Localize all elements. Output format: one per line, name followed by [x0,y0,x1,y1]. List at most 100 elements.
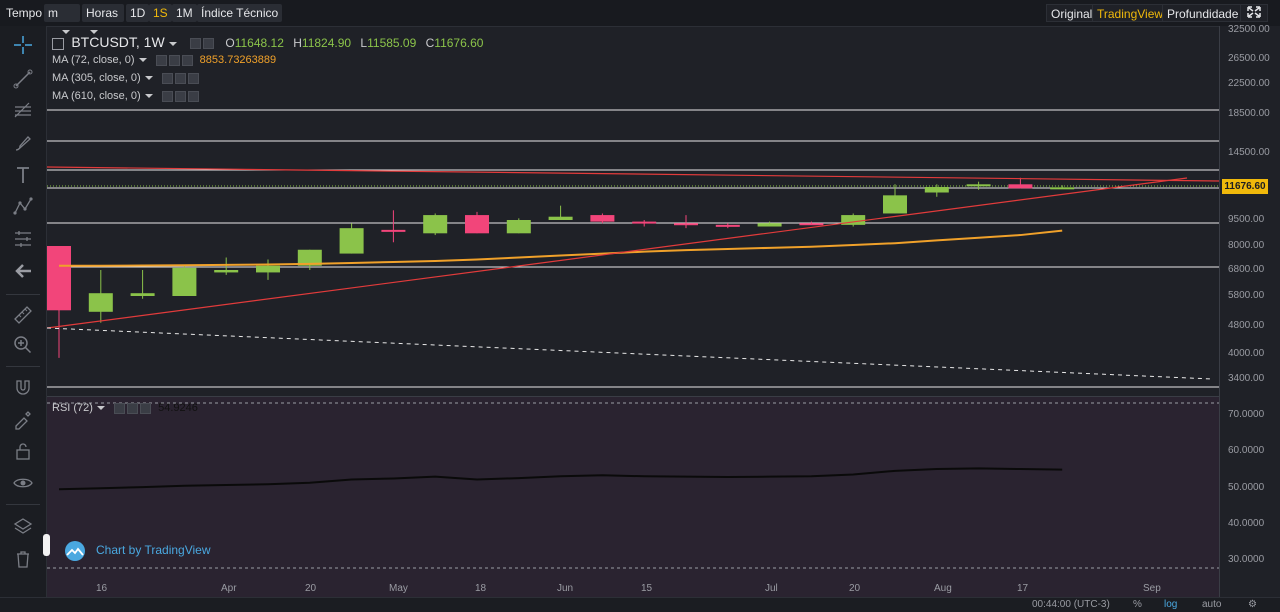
eye-toggle-icon[interactable] [161,90,173,102]
rsi-tick-label: 50.0000 [1228,481,1265,493]
price-tick-label: 22500.00 [1228,78,1270,89]
price-tick-label: 4800.00 [1228,320,1265,331]
auto-toggle[interactable]: auto [1202,599,1222,610]
candle-body [214,270,239,273]
chevron-down-icon[interactable] [144,94,153,99]
chevron-down-icon[interactable] [144,76,153,81]
time-tick-label: Sep [1143,583,1161,594]
gear-icon[interactable]: ⚙ [1248,599,1257,610]
eye-toggle-icon[interactable] [155,54,167,66]
lock-drawing-icon[interactable] [12,408,34,430]
trend-line-icon[interactable] [12,68,34,90]
close-icon[interactable] [181,54,193,66]
branding-text: Chart by TradingView [96,543,211,558]
collapse-icon[interactable] [52,37,64,50]
pattern-tool-icon[interactable] [12,196,34,218]
interval-1d-button[interactable]: 1D [126,4,150,22]
magnet-icon[interactable] [12,376,34,398]
view-original-button[interactable]: Original [1046,4,1098,22]
price-tick-label: 5800.00 [1228,290,1265,301]
time-tick-label: May [389,583,408,594]
candle-body [381,229,406,232]
time-tick-label: 17 [1017,583,1029,594]
close-label: C [425,36,435,50]
close-icon[interactable] [187,90,199,102]
eye-icon[interactable] [12,472,34,494]
candle-body [966,184,991,187]
ma3-label[interactable]: MA (610, close, 0) [52,90,141,102]
price-tick-label: 14500.00 [1228,147,1270,158]
price-chart[interactable] [47,26,1219,597]
price-tick-label: 9500.00 [1228,214,1265,225]
pane-divider[interactable] [47,396,1219,397]
price-axis[interactable]: 32500.00 26500.00 22500.00 18500.00 14500.00… [1219,24,1280,597]
price-tick-label: 8000.00 [1228,240,1265,251]
percent-toggle[interactable]: % [1133,599,1142,610]
candle-body [423,215,448,234]
price-tick-label: 18500.00 [1228,108,1270,119]
chevron-down-icon[interactable] [168,41,177,46]
price-tick-label: 32500.00 [1228,24,1270,35]
candle-body [172,267,197,296]
symbol-label[interactable]: BTCUSDT, 1W [71,34,165,50]
hours-interval-select[interactable]: Horas [82,4,124,34]
candle-body [1008,184,1033,189]
scroll-handle[interactable] [43,534,50,556]
ruler-icon[interactable] [12,304,34,326]
time-tick-label: Aug [934,583,952,594]
log-toggle[interactable]: log [1164,599,1178,610]
ma2-label[interactable]: MA (305, close, 0) [52,72,141,84]
tempo-label: Tempo [6,6,43,20]
minute-interval-select[interactable]: m [44,4,80,34]
chevron-down-icon[interactable] [96,406,105,411]
settings-icon[interactable] [203,38,215,50]
fib-tool-icon[interactable] [12,100,34,122]
toolbar-divider [6,294,40,295]
zoom-in-icon[interactable] [12,334,34,356]
settings-icon[interactable] [174,72,186,84]
view-tradingview-button[interactable]: TradingView [1092,4,1169,22]
candle-body [757,223,782,227]
fullscreen-icon[interactable] [1240,4,1268,22]
technical-index-button[interactable]: Índice Técnico [197,4,283,22]
layers-icon[interactable] [12,516,34,538]
settings-icon[interactable] [174,90,186,102]
settings-icon[interactable] [127,402,139,414]
low-label: L [360,36,368,50]
open-label: O [225,36,235,50]
brush-icon[interactable] [12,132,34,154]
close-icon[interactable] [187,72,199,84]
close-icon[interactable] [140,402,152,414]
lock-icon[interactable] [12,440,34,462]
time-axis[interactable]: 16 Apr 20 May 18 Jun 15 Jul 20 Aug 17 Sep [47,578,1219,597]
price-tick-label: 4000.00 [1228,348,1265,359]
eye-toggle-icon[interactable] [161,72,173,84]
ma1-label[interactable]: MA (72, close, 0) [52,54,135,66]
clock-label: 00:44:00 (UTC-3) [1032,599,1110,610]
eye-toggle-icon[interactable] [114,402,126,414]
chevron-down-icon [90,29,98,34]
rsi-label[interactable]: RSI (72) [52,402,93,414]
chevron-down-icon[interactable] [138,58,147,63]
text-tool-icon[interactable] [12,164,34,186]
rising-trendline [47,177,1188,329]
trash-icon[interactable] [12,548,34,570]
prediction-tool-icon[interactable] [12,228,34,250]
candles [47,177,1075,358]
candle-body [130,293,155,296]
time-tick-label: Jun [557,583,574,594]
crosshair-icon[interactable] [12,34,34,56]
tradingview-branding[interactable]: Chart by TradingView [62,541,211,561]
overlays [47,166,1219,491]
candle-body [256,265,280,273]
eye-toggle-icon[interactable] [190,38,202,50]
settings-icon[interactable] [168,54,180,66]
interval-1m-button[interactable]: 1M [172,4,197,22]
candle-body [88,293,113,312]
view-depth-button[interactable]: Profundidade [1162,4,1244,22]
interval-1s-button[interactable]: 1S [149,4,172,22]
candle-body [715,224,740,227]
support-trendline [47,327,1213,380]
candle-body [297,249,322,266]
back-arrow-icon[interactable] [12,260,34,282]
